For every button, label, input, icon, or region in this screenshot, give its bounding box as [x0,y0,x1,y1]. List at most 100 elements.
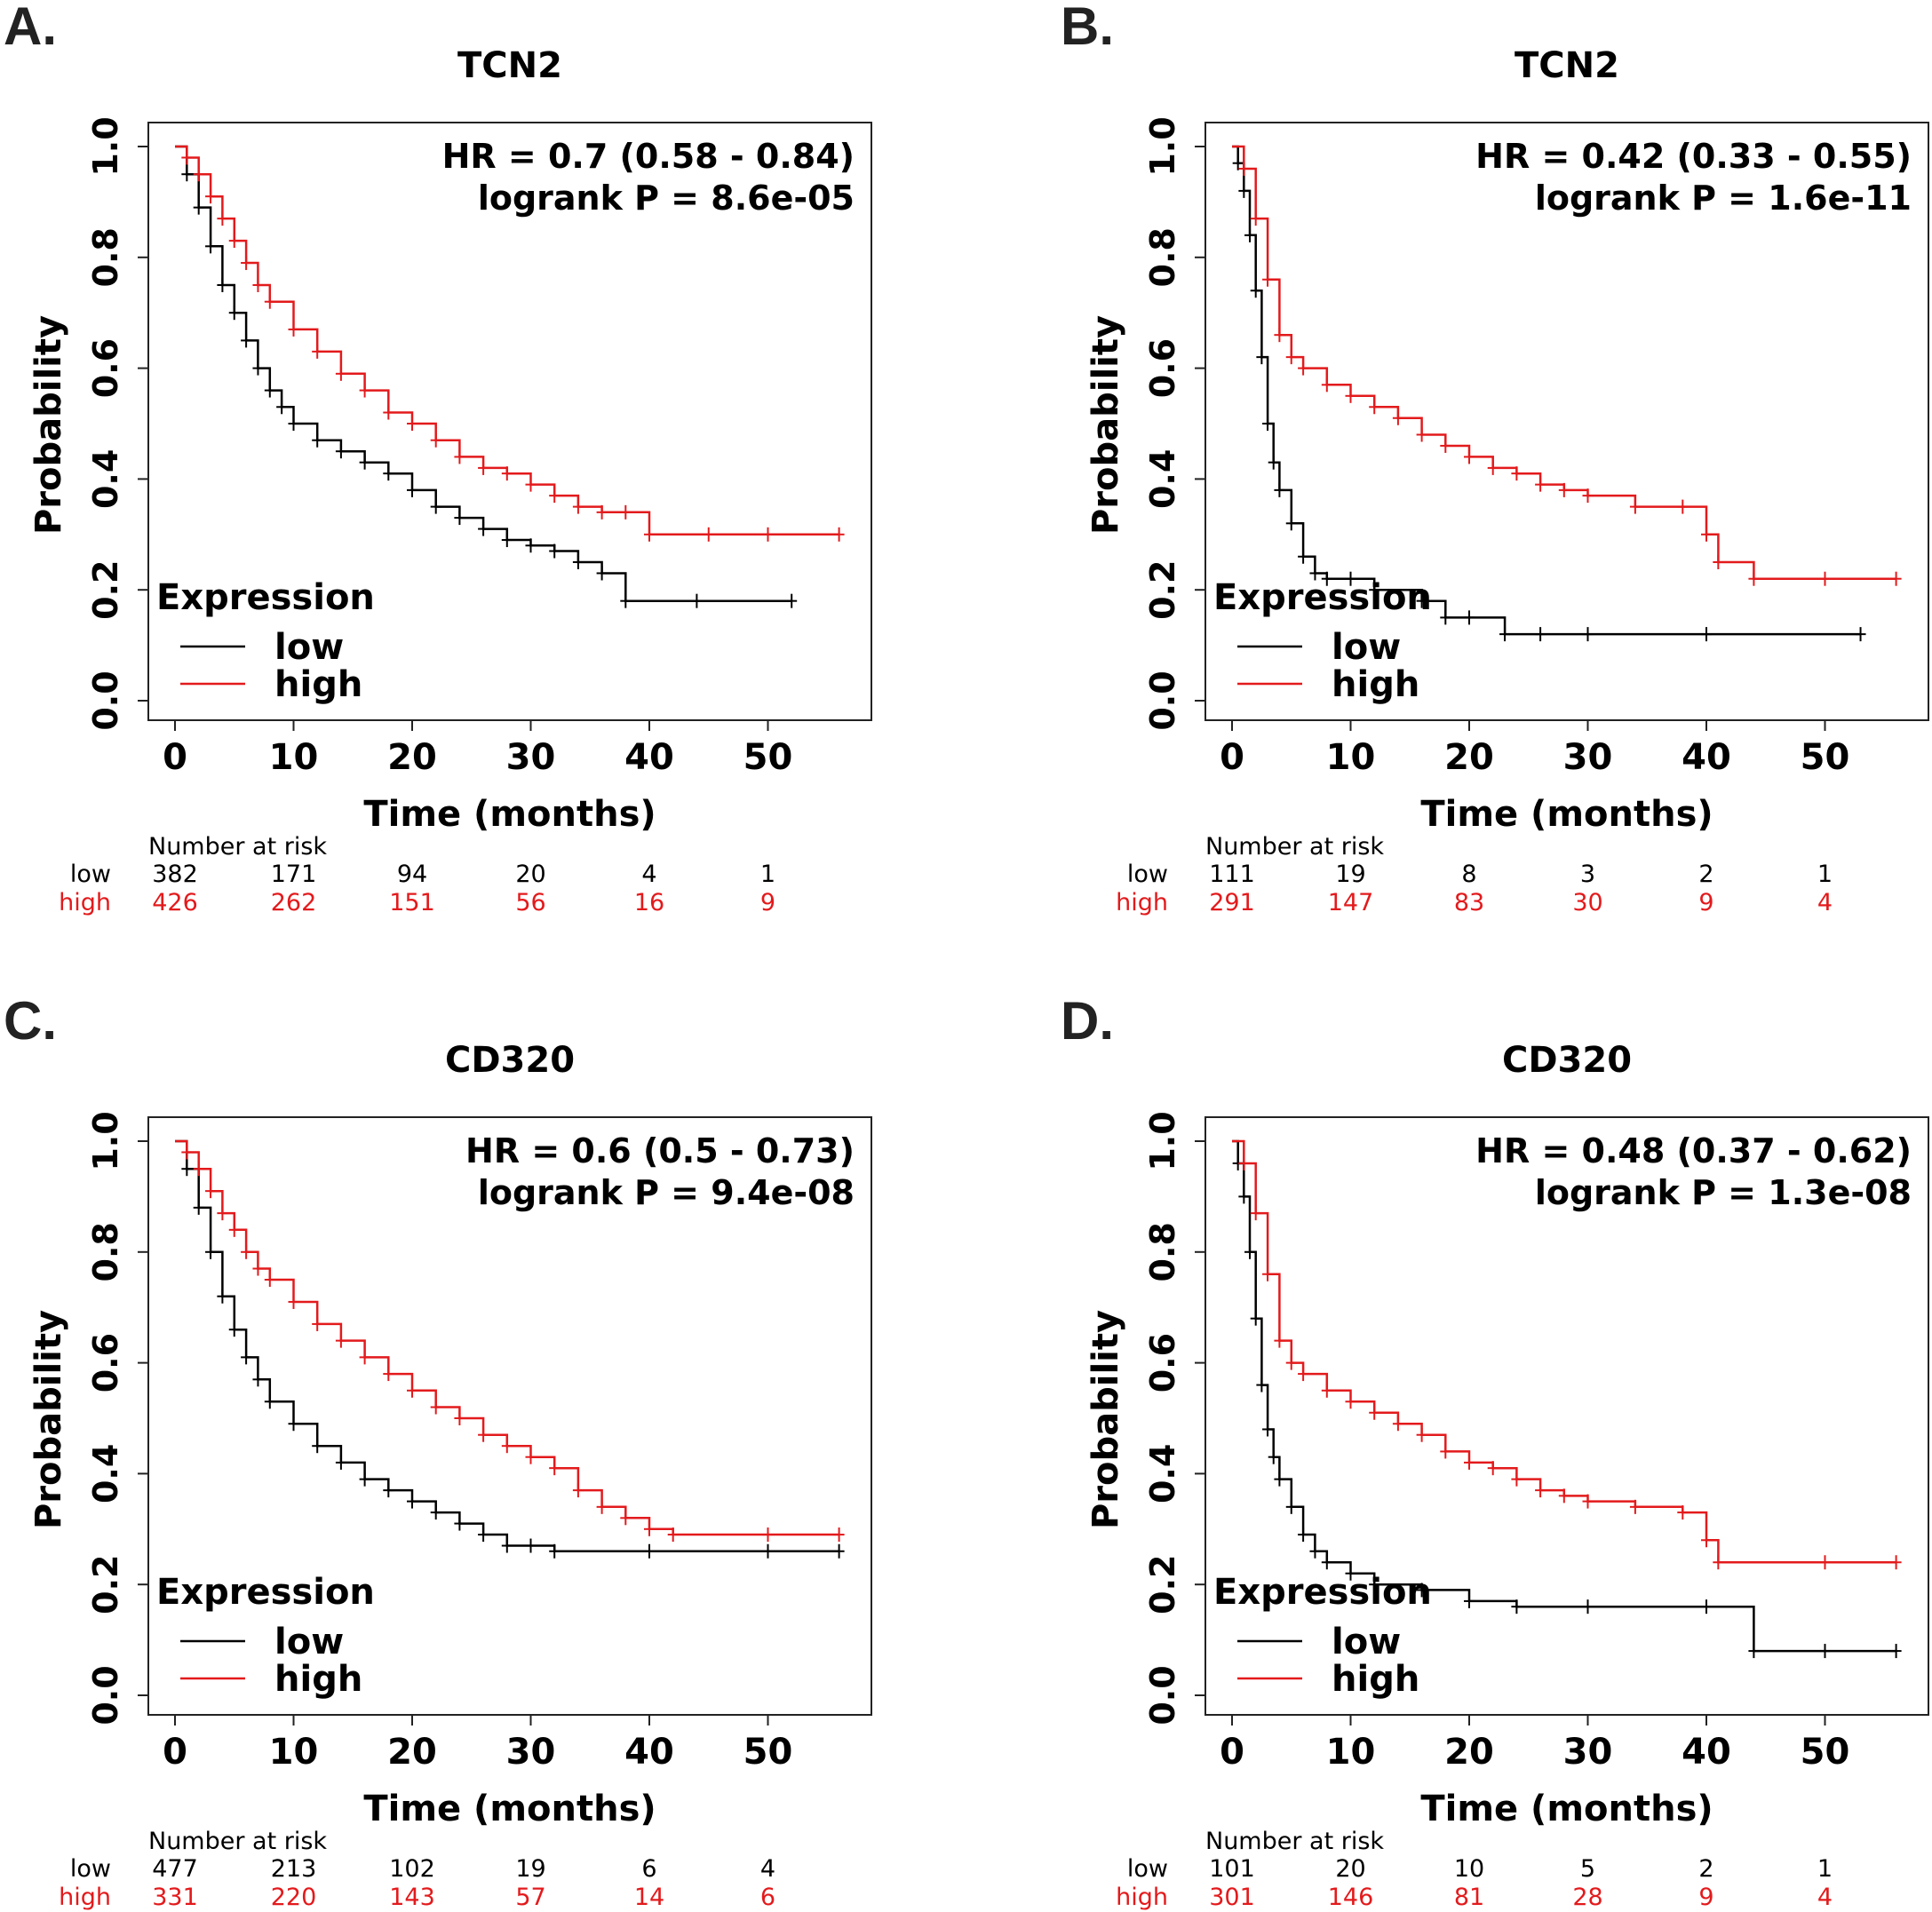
y-tick-label: 0.6 [86,338,125,398]
risk-table-heading: Number at risk [1205,1828,1384,1855]
risk-value-low: 1 [1817,1855,1833,1883]
y-tick-label: 1.0 [86,1111,125,1170]
risk-table-heading: Number at risk [1205,833,1384,861]
logrank-p-value: logrank P = 1.6e-11 [1535,179,1912,218]
x-tick-label: 10 [269,1732,319,1773]
y-tick-label: 0.4 [1143,1444,1182,1503]
risk-value-low: 8 [1461,861,1476,888]
risk-value-low: 19 [1335,861,1365,888]
x-tick-label: 0 [1220,737,1244,778]
risk-value-high: 16 [634,889,664,916]
risk-value-high: 291 [1209,889,1255,916]
risk-value-low: 2 [1698,1855,1713,1883]
risk-value-low: 111 [1209,861,1255,888]
hazard-ratio: HR = 0.42 (0.33 - 0.55) [1475,137,1912,176]
hazard-ratio: HR = 0.48 (0.37 - 0.62) [1475,1131,1912,1170]
risk-value-high: 301 [1209,1884,1255,1911]
risk-row-label-high: high [1116,1884,1168,1911]
panel-letter: C. [4,991,57,1051]
plot-frame [147,1116,872,1716]
legend-title: Expression [1213,1572,1432,1613]
x-tick-label: 40 [1682,1732,1731,1773]
y-tick-label: 0.0 [1143,1665,1182,1725]
chart-title: TCN2 [457,45,562,86]
risk-value-low: 213 [271,1855,317,1883]
plot-frame [147,122,872,721]
risk-value-low: 4 [641,861,656,888]
y-tick-label: 0.6 [86,1333,125,1392]
y-axis-label: Probability [1085,1310,1126,1529]
x-tick-label: 10 [1326,737,1376,778]
risk-value-low: 102 [389,1855,435,1883]
y-tick-label: 0.8 [1143,1222,1182,1281]
hazard-ratio: HR = 0.6 (0.5 - 0.73) [465,1131,855,1170]
curve-high [1232,1139,1896,1564]
x-tick-label: 40 [624,1732,674,1773]
x-tick-label: 20 [387,737,437,778]
y-tick-label: 0.4 [86,1444,125,1503]
risk-value-high: 146 [1328,1884,1374,1911]
risk-value-low: 1 [1817,861,1833,888]
risk-value-low: 10 [1454,1855,1484,1883]
y-tick-label: 0.2 [1143,1555,1182,1614]
x-tick-label: 20 [387,1732,437,1773]
legend-label-low: low [274,627,344,668]
risk-value-high: 147 [1328,889,1374,916]
x-axis-label: Time (months) [363,1789,656,1829]
y-tick-label: 0.0 [1143,670,1182,730]
risk-row-label-high: high [1116,889,1168,916]
risk-value-low: 19 [515,1855,545,1883]
hazard-ratio: HR = 0.7 (0.58 - 0.84) [442,137,855,176]
x-tick-label: 50 [743,1732,793,1773]
risk-row-label-high: high [59,1884,111,1911]
panel-letter: D. [1061,991,1114,1051]
legend-label-low: low [1332,1622,1401,1662]
plot-frame [1205,1116,1929,1716]
x-tick-label: 10 [269,737,319,778]
risk-value-low: 94 [397,861,427,888]
y-axis-label: Probability [1085,315,1126,535]
risk-value-low: 171 [271,861,317,888]
y-tick-label: 0.0 [86,1665,125,1725]
y-tick-label: 0.6 [1143,1333,1182,1392]
x-tick-label: 20 [1444,737,1494,778]
risk-value-low: 382 [152,861,198,888]
risk-value-high: 426 [152,889,198,916]
x-axis-label: Time (months) [1420,794,1713,835]
curve-low [175,1139,839,1553]
risk-value-high: 143 [389,1884,435,1911]
legend-title: Expression [156,577,375,618]
x-tick-label: 50 [743,737,793,778]
x-tick-label: 20 [1444,1732,1494,1773]
x-tick-label: 0 [163,1732,187,1773]
legend-label-high: high [274,664,362,705]
x-tick-label: 30 [506,737,556,778]
x-tick-label: 40 [1682,737,1731,778]
risk-value-low: 6 [641,1855,656,1883]
legend-title: Expression [156,1572,375,1613]
risk-value-low: 2 [1698,861,1713,888]
risk-value-low: 1 [760,861,775,888]
risk-value-high: 9 [1698,889,1713,916]
y-axis-label: Probability [28,315,69,535]
risk-value-high: 9 [760,889,775,916]
x-tick-label: 0 [1220,1732,1244,1773]
y-tick-label: 0.6 [1143,338,1182,398]
legend-title: Expression [1213,577,1432,618]
risk-row-label-low: low [70,1855,111,1883]
legend-label-high: high [1332,664,1419,705]
chart-title: CD320 [1502,1040,1632,1081]
x-tick-label: 50 [1801,1732,1850,1773]
risk-value-high: 14 [634,1884,664,1911]
risk-value-high: 83 [1454,889,1484,916]
panel-a: A. TCN2 0.0 0.2 0.4 0.6 0.8 1.0 Probability 0 10 20… [4,0,872,916]
risk-value-high: 28 [1572,1884,1602,1911]
risk-value-low: 20 [515,861,545,888]
risk-value-high: 331 [152,1884,198,1911]
risk-value-high: 9 [1698,1884,1713,1911]
risk-row-label-low: low [1127,861,1168,888]
risk-value-low: 477 [152,1855,198,1883]
risk-value-high: 151 [389,889,435,916]
legend-label-low: low [274,1622,344,1662]
